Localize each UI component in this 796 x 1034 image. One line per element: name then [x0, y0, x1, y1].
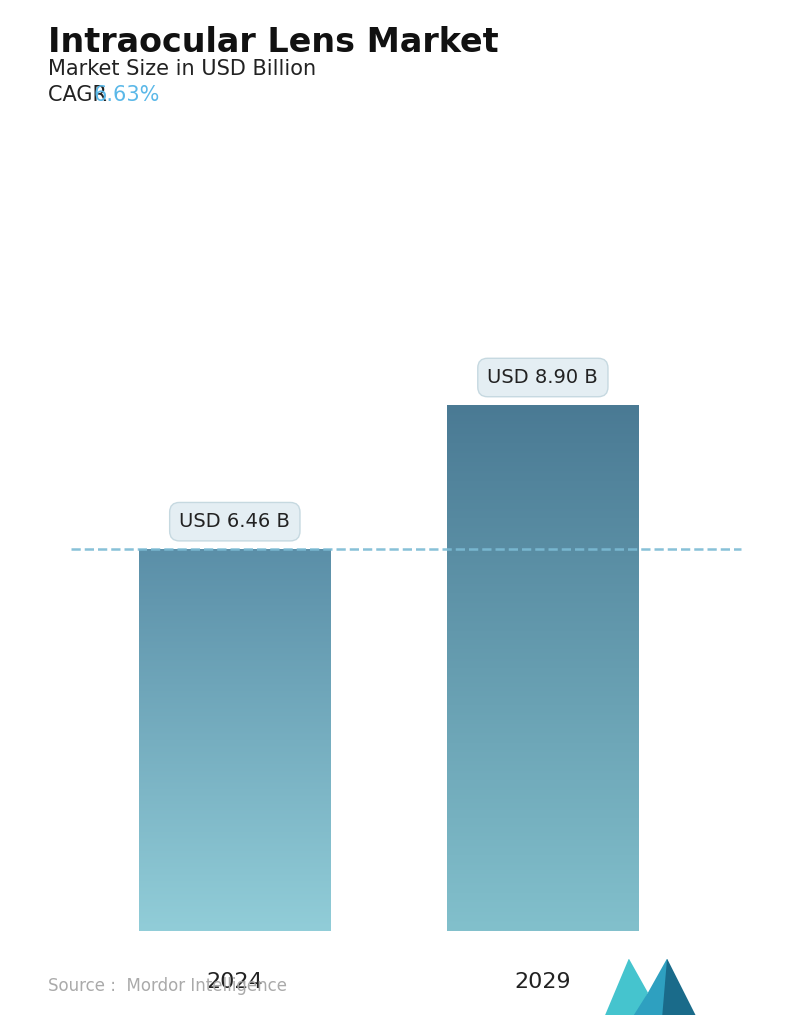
Text: USD 8.90 B: USD 8.90 B	[487, 368, 599, 387]
Text: CAGR: CAGR	[48, 85, 113, 104]
Text: Intraocular Lens Market: Intraocular Lens Market	[48, 26, 498, 59]
Polygon shape	[662, 959, 696, 1015]
Polygon shape	[634, 959, 667, 1015]
Text: 2029: 2029	[514, 972, 572, 992]
Text: USD 6.46 B: USD 6.46 B	[179, 512, 291, 531]
Text: Source :  Mordor Intelligence: Source : Mordor Intelligence	[48, 977, 287, 995]
Text: Market Size in USD Billion: Market Size in USD Billion	[48, 59, 316, 79]
Text: 6.63%: 6.63%	[94, 85, 160, 104]
Text: 2024: 2024	[206, 972, 263, 992]
Polygon shape	[605, 959, 648, 1015]
